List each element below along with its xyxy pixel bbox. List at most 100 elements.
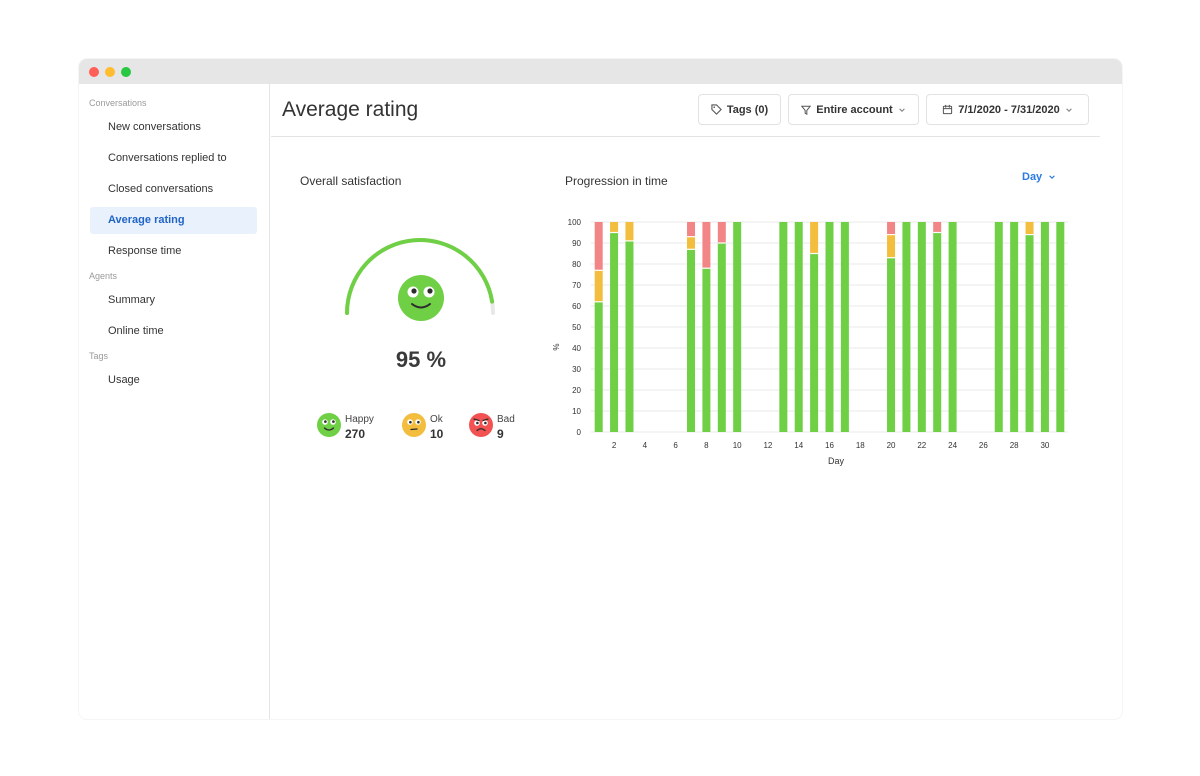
granularity-label: Day xyxy=(1022,171,1043,183)
maximize-window-icon[interactable] xyxy=(121,66,131,77)
gauge-fill xyxy=(345,238,495,315)
bar-segment-happy xyxy=(687,249,696,432)
sidebar: Conversations New conversations Conversa… xyxy=(79,84,270,719)
x-tick-label: 30 xyxy=(1040,441,1049,450)
bar-segment-ok xyxy=(887,234,896,258)
bar-segment-divider xyxy=(933,231,942,234)
bar-segment-bad xyxy=(702,222,711,269)
sidebar-item-conversations-replied[interactable]: Conversations replied to xyxy=(108,152,227,164)
bar-segment-happy xyxy=(825,222,834,432)
sidebar-item-closed-conversations[interactable]: Closed conversations xyxy=(108,183,214,195)
satisfaction-gauge xyxy=(345,238,495,315)
y-tick-label: 60 xyxy=(572,302,581,311)
bar-segment-divider xyxy=(594,269,603,271)
minimize-window-icon[interactable] xyxy=(105,66,115,77)
legend-bad: Bad 9 xyxy=(469,413,515,441)
date-range-label: 7/1/2020 - 7/31/2020 xyxy=(958,103,1060,116)
bar-segment-divider xyxy=(810,252,819,255)
legend-ok: Ok 10 xyxy=(402,413,443,441)
chevron-down-icon xyxy=(1065,107,1072,112)
x-tick-label: 20 xyxy=(887,441,896,450)
legend-happy: Happy 270 xyxy=(317,413,374,441)
bar-segment-happy xyxy=(887,257,896,432)
legend-ok-label: Ok xyxy=(430,414,443,425)
bar-segment-happy xyxy=(1010,222,1019,432)
bar-segment-bad xyxy=(594,222,603,271)
y-tick-label: 10 xyxy=(572,407,581,416)
date-range-button[interactable]: 7/1/2020 - 7/31/2020 xyxy=(926,94,1089,125)
bar-segment-divider xyxy=(625,240,634,242)
bar-segment-happy xyxy=(840,222,849,432)
sidebar-section-conversations: Conversations xyxy=(89,98,147,108)
bar-segment-divider xyxy=(687,236,696,238)
bar-segment-divider xyxy=(610,231,619,234)
app-window: Conversations New conversations Conversa… xyxy=(79,59,1122,719)
x-tick-label: 6 xyxy=(673,441,678,450)
happy-face-icon xyxy=(398,275,444,321)
y-tick-label: 70 xyxy=(572,281,581,290)
x-tick-label: 28 xyxy=(1010,441,1019,450)
bar-segment-divider xyxy=(1025,234,1034,236)
bar-segment-divider xyxy=(887,257,896,259)
chevron-down-icon xyxy=(1049,175,1055,179)
bar-segment-happy xyxy=(933,232,942,432)
bar-segment-bad xyxy=(717,222,726,243)
tag-icon xyxy=(711,104,722,115)
close-window-icon[interactable] xyxy=(89,66,99,77)
x-tick-label: 16 xyxy=(825,441,834,450)
bar-segment-divider xyxy=(887,234,896,236)
calendar-icon xyxy=(943,104,953,115)
y-tick-label: 30 xyxy=(572,365,581,374)
x-tick-label: 8 xyxy=(704,441,709,450)
y-tick-label: 0 xyxy=(577,428,582,437)
sidebar-item-average-rating[interactable]: Average rating xyxy=(90,207,257,234)
filter-icon xyxy=(801,105,812,115)
bar-segment-happy xyxy=(625,240,634,432)
bar-segment-bad xyxy=(933,222,942,233)
bar-segment-bad xyxy=(887,222,896,235)
x-tick-label: 10 xyxy=(733,441,742,450)
bar-segment-happy xyxy=(902,222,911,432)
sidebar-section-tags: Tags xyxy=(89,351,109,361)
legend-ok-count: 10 xyxy=(430,427,444,441)
x-axis-label: Day xyxy=(828,456,845,466)
bar-segment-ok xyxy=(625,222,634,241)
legend-bad-label: Bad xyxy=(497,414,515,425)
chevron-down-icon xyxy=(898,107,905,112)
sidebar-item-new-conversations[interactable]: New conversations xyxy=(108,121,201,133)
y-tick-label: 20 xyxy=(572,386,581,395)
bar-segment-happy xyxy=(717,243,726,432)
bar-segment-happy xyxy=(733,222,742,432)
bar-segment-ok xyxy=(1025,222,1034,235)
bar-segment-divider xyxy=(702,267,711,269)
x-tick-label: 14 xyxy=(794,441,803,450)
sidebar-item-usage[interactable]: Usage xyxy=(108,374,140,386)
y-tick-label: 80 xyxy=(572,260,581,269)
y-tick-label: 100 xyxy=(568,218,582,227)
sidebar-item-summary[interactable]: Summary xyxy=(108,294,156,306)
scope-filter-button[interactable]: Entire account xyxy=(788,94,919,125)
bar-segment-ok xyxy=(610,222,619,233)
sidebar-section-agents: Agents xyxy=(89,271,118,281)
sidebar-item-response-time[interactable]: Response time xyxy=(108,245,182,257)
bar-segment-bad xyxy=(687,222,696,237)
granularity-select[interactable]: Day xyxy=(1022,171,1056,183)
bar-segment-divider xyxy=(594,301,603,303)
page-title: Average rating xyxy=(282,98,419,121)
y-tick-label: 40 xyxy=(572,344,581,353)
sidebar-item-online-time[interactable]: Online time xyxy=(108,325,164,337)
satisfaction-title: Overall satisfaction xyxy=(300,174,402,188)
title-bar xyxy=(79,59,1122,84)
legend-happy-label: Happy xyxy=(345,414,374,425)
bar-segment-happy xyxy=(594,301,603,432)
main-content: Average rating Tags (0) Entire account 7… xyxy=(271,84,1122,719)
tags-filter-button[interactable]: Tags (0) xyxy=(698,94,781,125)
tags-filter-label: Tags (0) xyxy=(726,103,769,116)
sad-face-icon xyxy=(469,413,493,437)
x-tick-label: 18 xyxy=(856,441,865,450)
page-header: Average rating Tags (0) Entire account 7… xyxy=(271,84,1100,137)
bar-segment-happy xyxy=(779,222,788,432)
bar-segment-happy xyxy=(1025,234,1034,432)
bar-segment-happy xyxy=(610,232,619,432)
